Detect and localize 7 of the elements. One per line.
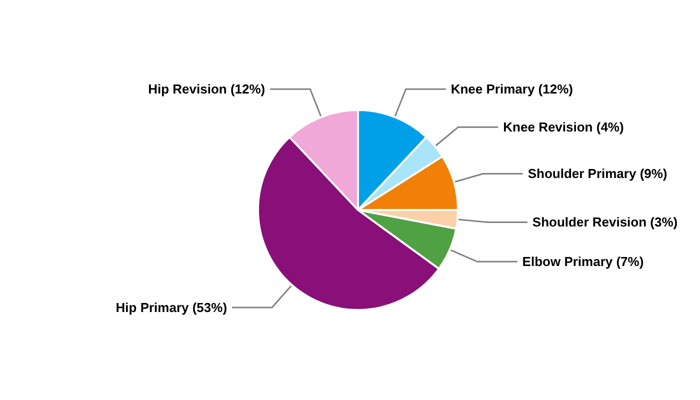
slice-label: Knee Primary (12%) bbox=[450, 82, 573, 97]
slice-label: Hip Revision (12%) bbox=[148, 82, 266, 97]
slice-label: Elbow Primary (7%) bbox=[522, 254, 644, 270]
slice-label: Shoulder Revision (3%) bbox=[532, 214, 678, 230]
slice-label: Hip Primary (53%) bbox=[116, 300, 228, 316]
slice-label: Knee Revision (4%) bbox=[503, 120, 624, 135]
slice-label: Shoulder Primary (9%) bbox=[528, 166, 668, 182]
